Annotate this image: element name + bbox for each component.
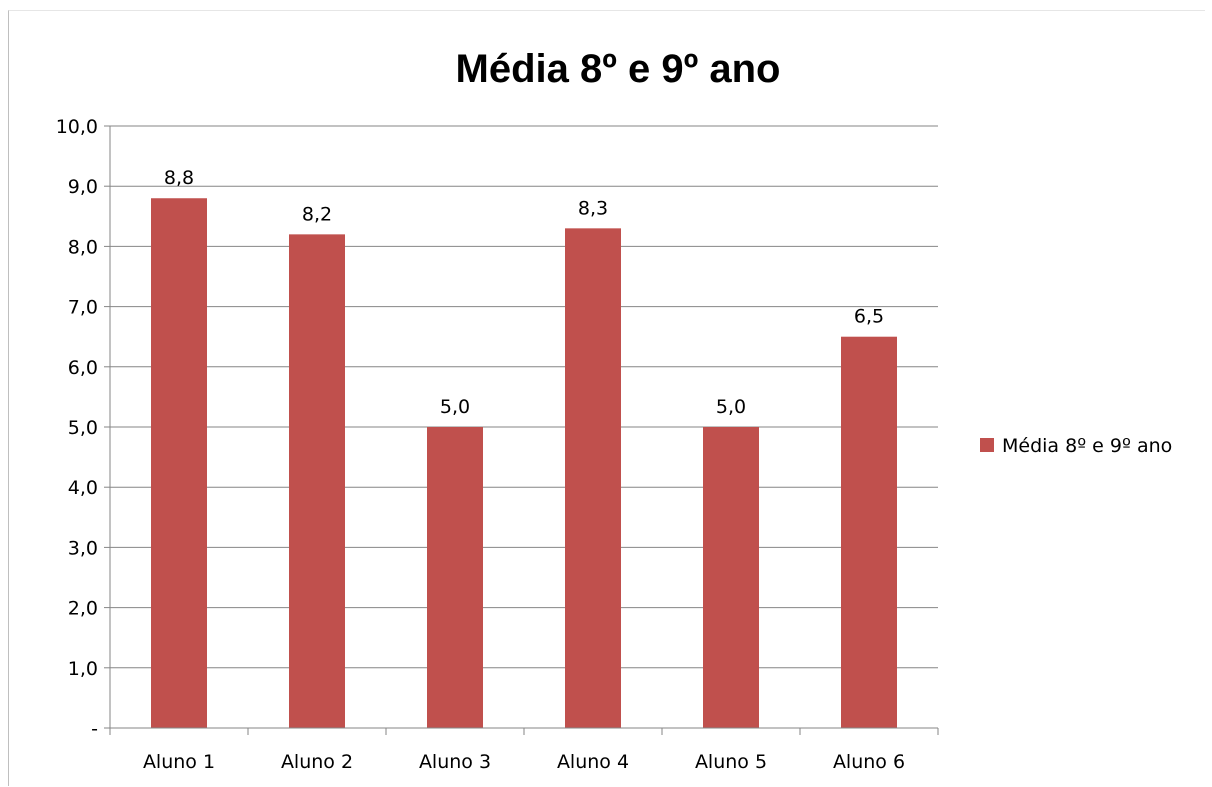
- y-tick-label: 6,0: [68, 357, 98, 379]
- y-tick-label: 2,0: [68, 598, 98, 620]
- y-tick-label: 1,0: [68, 658, 98, 680]
- y-tick-label: 4,0: [68, 477, 98, 499]
- x-tick-label: Aluno 2: [281, 751, 353, 773]
- x-tick-labels: Aluno 1 Aluno 2 Aluno 3 Aluno 4 Aluno 5 Aluno…: [143, 751, 905, 773]
- y-tick-labels: - 1,0 2,0 3,0 4,0 5,0 6,0 7,0 8,0 9,0 10,0: [56, 116, 98, 740]
- chart-title: Média 8º e 9º ano: [456, 47, 781, 91]
- data-label: 8,2: [302, 203, 332, 225]
- bar: [841, 336, 897, 728]
- data-label: 5,0: [716, 396, 746, 418]
- bar: [427, 427, 483, 728]
- y-tick-label: 5,0: [68, 417, 98, 439]
- bar: [703, 427, 759, 728]
- y-tick-label: 7,0: [68, 297, 98, 319]
- axes: [104, 125, 939, 735]
- x-tick-label: Aluno 1: [143, 751, 215, 773]
- data-label: 8,8: [164, 167, 194, 189]
- legend-label: Média 8º e 9º ano: [1002, 435, 1172, 457]
- bar: [289, 234, 345, 729]
- x-tick-label: Aluno 6: [833, 751, 905, 773]
- y-tick-label: 9,0: [68, 176, 98, 198]
- gridlines: [110, 125, 938, 669]
- data-label: 5,0: [440, 396, 470, 418]
- data-label: 8,3: [578, 197, 608, 219]
- x-tick-label: Aluno 3: [419, 751, 491, 773]
- legend-swatch: [980, 438, 994, 452]
- legend: Média 8º e 9º ano: [980, 435, 1172, 457]
- chart-frame: [8, 10, 1205, 786]
- x-tick-label: Aluno 4: [557, 751, 629, 773]
- bar: [151, 198, 207, 729]
- x-tick-label: Aluno 5: [695, 751, 767, 773]
- y-tick-label: 3,0: [68, 537, 98, 559]
- y-tick-label: 8,0: [68, 236, 98, 258]
- y-tick-label: -: [91, 718, 98, 740]
- data-label: 6,5: [854, 306, 884, 328]
- data-labels: 8,8 8,2 5,0 8,3 5,0 6,5: [164, 167, 884, 418]
- y-tick-label: 10,0: [56, 116, 98, 138]
- bar: [565, 228, 621, 728]
- bars: [151, 198, 897, 729]
